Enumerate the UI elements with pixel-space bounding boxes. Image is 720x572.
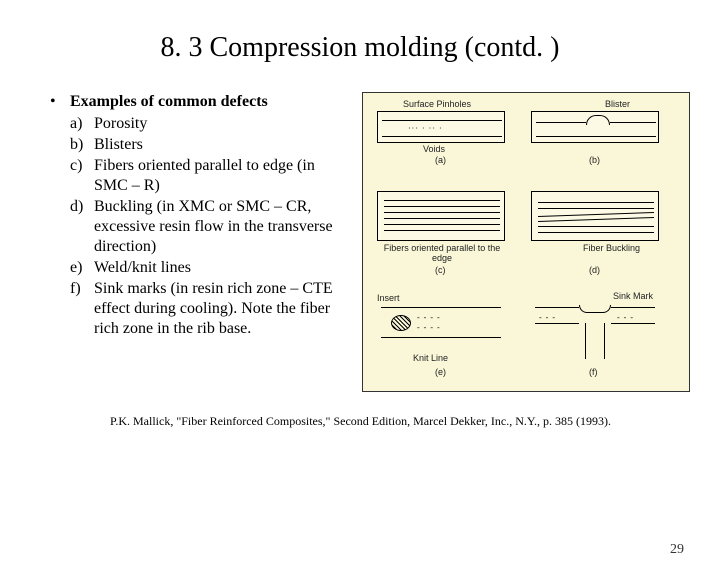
panel-c-title: Fibers oriented parallel to the edge xyxy=(379,243,505,263)
list-item: d) Buckling (in XMC or SMC – CR, excessi… xyxy=(70,197,350,257)
panel-f-cap: (f) xyxy=(589,367,598,377)
panel-e-sub: Knit Line xyxy=(413,353,448,363)
panel-c-cap: (c) xyxy=(435,265,446,275)
list-letter: c) xyxy=(70,156,94,196)
list-item: f) Sink marks (in resin rich zone – CTE … xyxy=(70,279,350,339)
panel-b xyxy=(531,111,659,143)
list-text: Fibers oriented parallel to edge (in SMC… xyxy=(94,156,350,196)
panel-d xyxy=(531,191,659,241)
panel-a-title: Surface Pinholes xyxy=(403,99,471,109)
panel-b-cap: (b) xyxy=(589,155,600,165)
panel-f: - - - - - - xyxy=(531,293,659,363)
list-text: Buckling (in XMC or SMC – CR, excessive … xyxy=(94,197,350,257)
figure-panel: ··· · ·· · Surface Pinholes Voids (a) Bl… xyxy=(362,92,690,392)
list-item: c) Fibers oriented parallel to edge (in … xyxy=(70,156,350,196)
list-letter: e) xyxy=(70,258,94,278)
content-row: • Examples of common defects a) Porosity… xyxy=(0,92,720,392)
page-number: 29 xyxy=(670,542,684,558)
list-item: a) Porosity xyxy=(70,114,350,134)
panel-b-title: Blister xyxy=(605,99,630,109)
panel-a: ··· · ·· · xyxy=(377,111,505,143)
panel-c xyxy=(377,191,505,241)
panel-e-title: Insert xyxy=(377,293,400,303)
panel-e-cap: (e) xyxy=(435,367,446,377)
panel-f-title: Sink Mark xyxy=(613,291,653,301)
panel-a-sub: Voids xyxy=(423,144,445,154)
text-column: • Examples of common defects a) Porosity… xyxy=(50,92,350,392)
list-letter: f) xyxy=(70,279,94,339)
list-letter: d) xyxy=(70,197,94,257)
bullet-marker: • xyxy=(50,92,70,392)
list-letter: a) xyxy=(70,114,94,134)
list-text: Weld/knit lines xyxy=(94,258,350,278)
list-text: Sink marks (in resin rich zone – CTE eff… xyxy=(94,279,350,339)
text-body: Examples of common defects a) Porosity b… xyxy=(70,92,350,392)
panel-a-cap: (a) xyxy=(435,155,446,165)
page-title: 8. 3 Compression molding (contd. ) xyxy=(0,32,720,64)
list-letter: b) xyxy=(70,135,94,155)
citation-text: P.K. Mallick, "Fiber Reinforced Composit… xyxy=(0,414,720,429)
panel-d-title: Fiber Buckling xyxy=(583,243,640,253)
list-heading: Examples of common defects xyxy=(70,92,350,112)
list-text: Porosity xyxy=(94,114,350,134)
list-item: b) Blisters xyxy=(70,135,350,155)
list-item: e) Weld/knit lines xyxy=(70,258,350,278)
list-text: Blisters xyxy=(94,135,350,155)
panel-d-cap: (d) xyxy=(589,265,600,275)
